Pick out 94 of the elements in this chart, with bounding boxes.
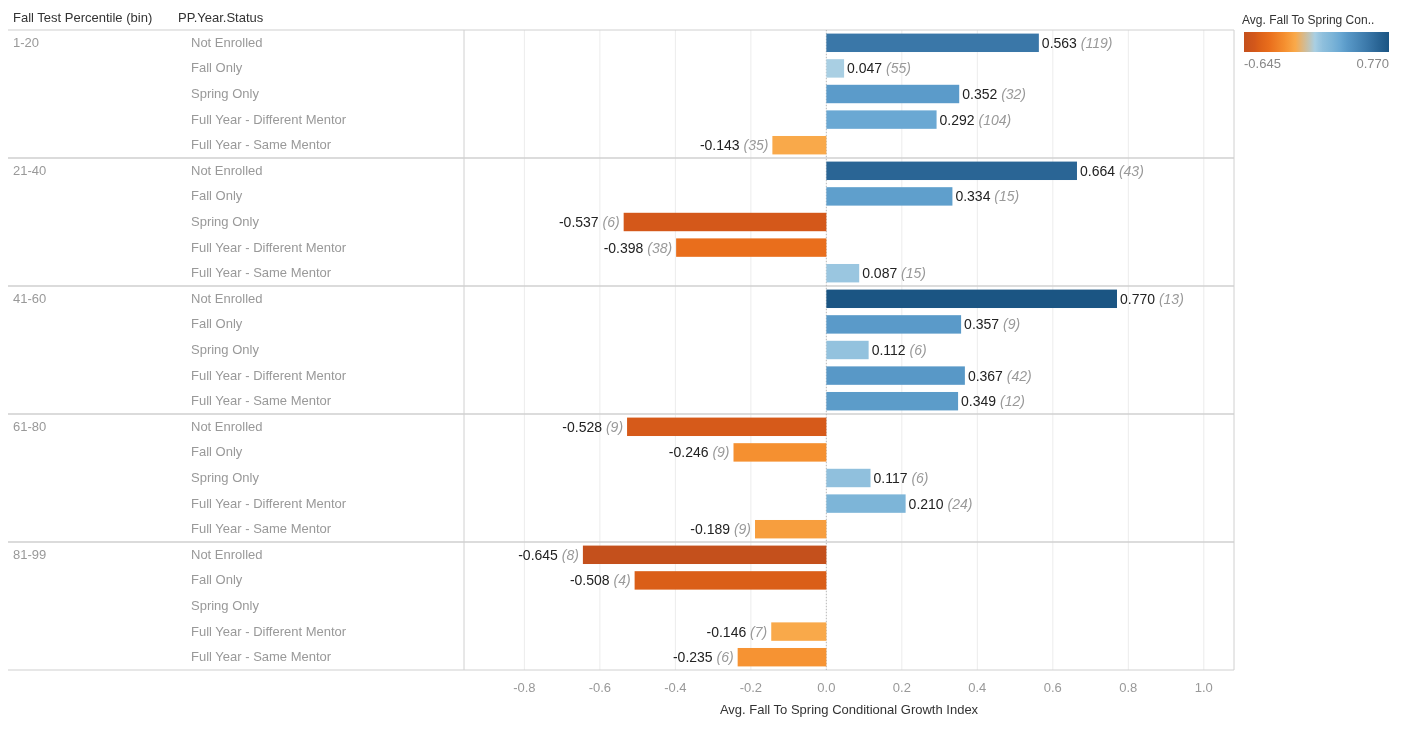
y-tick-label: Spring Only — [191, 342, 260, 357]
y-tick-label: Full Year - Different Mentor — [191, 495, 347, 511]
bar — [826, 315, 962, 334]
x-tick-label: 1.0 — [1194, 680, 1213, 695]
y-tick-label: Full Year - Different Mentor — [191, 239, 347, 255]
y-tick-label: Spring Only — [191, 470, 260, 485]
y-tick-label: Full Year - Different Mentor — [191, 111, 347, 127]
x-tick-label: -0.2 — [739, 680, 763, 695]
bar — [826, 391, 959, 411]
text: 41-60 — [13, 290, 47, 306]
x-tick-label: -0.4 — [664, 680, 687, 695]
y-tick-label: Full Year - Same Mentor — [191, 265, 332, 281]
bar — [771, 622, 827, 641]
bar — [826, 494, 906, 513]
y-tick-label: Full Year - Same Mentor — [191, 393, 332, 409]
data-label: -0.528 (9) — [562, 418, 624, 435]
y-tick-label: Not Enrolled — [191, 290, 263, 306]
y-tick-label: Not Enrolled — [191, 162, 263, 178]
y-tick-label: Spring Only — [191, 598, 260, 613]
bar — [826, 366, 965, 385]
data-label: 0.112 (6) — [871, 342, 927, 358]
bar — [627, 417, 827, 437]
x-tick-label: 0.8 — [1119, 680, 1138, 695]
y-tick-label: Not Enrolled — [191, 546, 263, 562]
data-label: -0.143 (35) — [699, 137, 769, 154]
y-tick-label: Fall Only — [191, 444, 243, 460]
bar — [826, 59, 845, 78]
bar — [772, 135, 827, 155]
x-tick-label: 0.2 — [892, 680, 911, 695]
bar — [826, 84, 960, 104]
data-label: -0.146 (7) — [706, 623, 768, 640]
y-tick-label: Not Enrolled — [191, 418, 263, 434]
data-label: -0.645 (8) — [518, 546, 579, 563]
data-label: 0.352 (32) — [962, 86, 1027, 102]
bar — [826, 187, 953, 206]
y-tick-label: Fall Only — [191, 316, 243, 332]
y-tick-label: Not Enrolled — [191, 34, 263, 50]
color-bar-title: Avg. Fall To Spring Con.. — [1242, 13, 1375, 27]
text: Fall Test Percentile (bin) — [13, 10, 153, 25]
data-label: -0.235 (6) — [672, 649, 734, 666]
bar — [826, 33, 1039, 53]
data-label: 0.087 (15) — [862, 265, 927, 282]
bar — [826, 110, 937, 129]
x-tick-label: -0.6 — [588, 680, 612, 695]
text: 61-80 — [13, 418, 47, 434]
bar — [733, 443, 827, 462]
text: 21-40 — [13, 162, 47, 178]
y-tick-label: Spring Only — [191, 214, 260, 229]
x-tick-label: 0.4 — [968, 680, 987, 695]
data-label: 0.349 (12) — [961, 393, 1025, 410]
x-tick-label: 0.0 — [817, 680, 836, 695]
bar — [634, 571, 827, 590]
data-label: -0.508 (4) — [569, 572, 631, 589]
y-tick-label: Fall Only — [191, 572, 243, 588]
data-label: 0.563 (119) — [1041, 34, 1113, 51]
y-tick-label: Fall Only — [191, 60, 243, 76]
y-tick-label: Full Year - Different Mentor — [191, 623, 347, 639]
y-tick-label: Full Year - Same Mentor — [191, 521, 332, 537]
data-label: 0.292 (104) — [939, 111, 1012, 128]
bar — [755, 519, 827, 539]
data-label: 0.334 (15) — [955, 188, 1020, 205]
bar — [826, 468, 871, 488]
data-label: 0.367 (42) — [967, 367, 1032, 384]
bar — [826, 263, 860, 283]
text: 81-99 — [13, 546, 47, 562]
y-tick-label: Spring Only — [191, 86, 260, 101]
bar — [737, 647, 827, 667]
text: 1-20 — [13, 34, 40, 50]
data-label: -0.189 (9) — [690, 521, 752, 538]
bar — [826, 161, 1077, 181]
y-tick-label: Full Year - Different Mentor — [191, 367, 347, 383]
data-label: 0.117 (6) — [873, 470, 929, 486]
data-label: -0.398 (38) — [603, 239, 673, 256]
color-bar-label: -0.645 — [1244, 56, 1281, 71]
x-axis-title: Avg. Fall To Spring Conditional Growth Index — [719, 702, 979, 717]
y-axis-title: PP.Year.Status — [178, 10, 264, 25]
bar — [826, 340, 869, 360]
data-label: 0.047 (55) — [847, 60, 911, 77]
data-label: -0.537 (6) — [558, 214, 620, 230]
bar — [676, 238, 827, 257]
bar — [582, 545, 827, 565]
bar — [623, 212, 827, 232]
data-label: 0.664 (43) — [1079, 162, 1144, 179]
bar — [826, 289, 1117, 309]
data-label: 0.770 (13) — [1119, 290, 1184, 307]
y-tick-label: Full Year - Same Mentor — [191, 649, 332, 665]
data-label: 0.357 (9) — [964, 316, 1021, 333]
x-tick-label: -0.8 — [513, 680, 536, 695]
y-tick-label: Fall Only — [191, 188, 243, 204]
x-tick-label: 0.6 — [1043, 680, 1062, 695]
data-label: 0.210 (24) — [908, 495, 973, 512]
color-bar-label: 0.770 — [1356, 56, 1389, 71]
data-label: -0.246 (9) — [668, 444, 730, 461]
y-tick-label: Full Year - Same Mentor — [191, 137, 332, 153]
